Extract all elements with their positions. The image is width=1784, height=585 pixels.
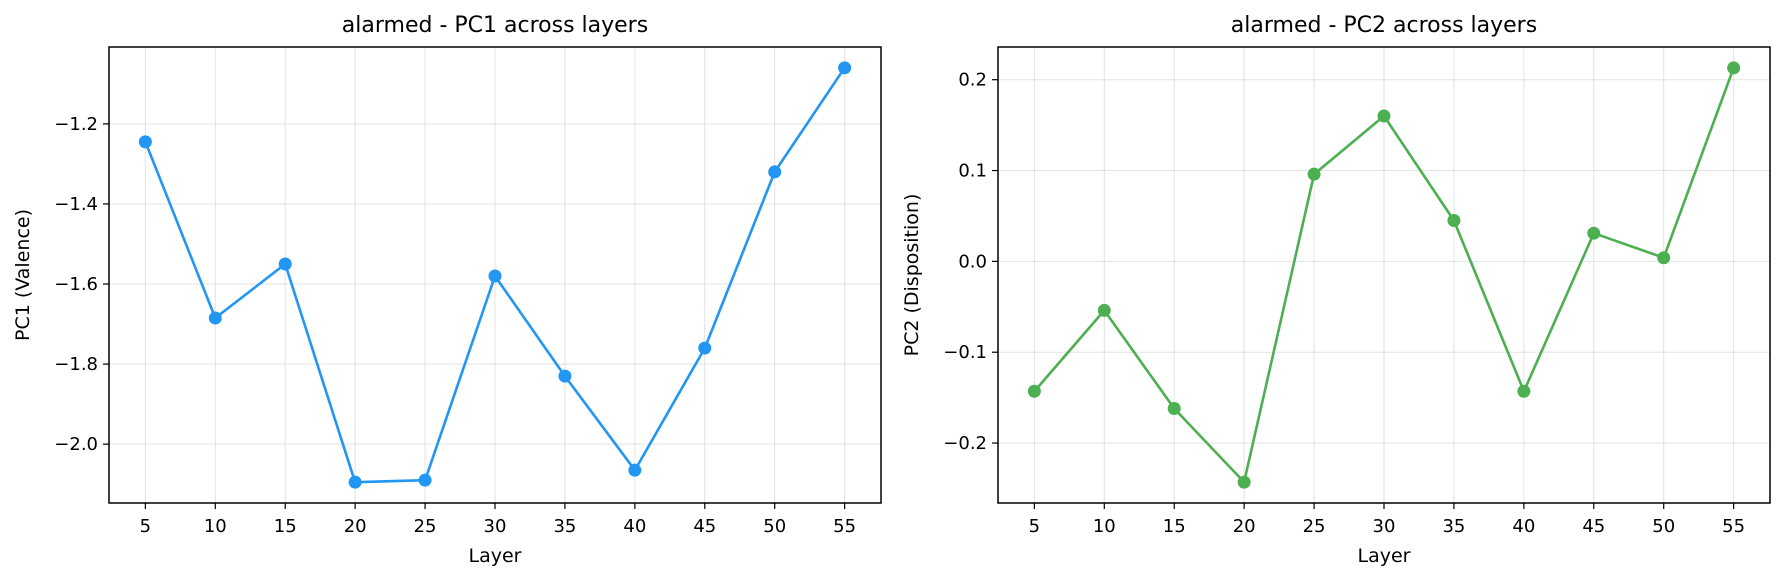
x-tick-label: 50	[763, 516, 786, 537]
data-point	[628, 463, 642, 477]
y-tick-label: −2.0	[54, 434, 98, 455]
data-point	[1097, 303, 1111, 317]
data-point	[768, 165, 782, 179]
data-point	[1517, 384, 1531, 398]
x-tick-label: 40	[1512, 516, 1535, 537]
data-point	[1307, 167, 1321, 181]
x-tick-label: 10	[1093, 516, 1116, 537]
y-tick-label: 0.0	[958, 251, 987, 272]
data-point	[278, 257, 292, 271]
data-point	[698, 341, 712, 355]
data-point	[1657, 251, 1671, 265]
x-tick-label: 35	[1442, 516, 1465, 537]
y-tick-label: 0.1	[958, 161, 987, 182]
x-tick-label: 15	[1163, 516, 1186, 537]
chart-title: alarmed - PC1 across layers	[342, 13, 648, 38]
data-point	[1167, 402, 1181, 416]
x-tick-label: 5	[140, 516, 151, 537]
y-axis-label: PC2 (Disposition)	[901, 194, 923, 357]
x-tick-label: 5	[1029, 516, 1040, 537]
y-tick-label: 0.2	[958, 70, 987, 91]
data-point	[488, 269, 502, 283]
y-tick-label: −1.8	[54, 354, 98, 375]
x-tick-label: 30	[1373, 516, 1396, 537]
data-point	[418, 473, 432, 487]
x-tick-label: 50	[1652, 516, 1675, 537]
x-axis-label: Layer	[1358, 545, 1411, 567]
x-tick-label: 20	[1233, 516, 1256, 537]
data-point	[1727, 61, 1741, 75]
data-point	[838, 61, 852, 75]
x-tick-label: 25	[1303, 516, 1326, 537]
grid	[998, 47, 1770, 503]
data-point	[1377, 109, 1391, 123]
x-tick-label: 55	[1722, 516, 1745, 537]
x-tick-label: 55	[833, 516, 856, 537]
x-tick-label: 45	[1582, 516, 1605, 537]
data-point	[138, 135, 152, 149]
y-tick-label: −1.4	[54, 194, 98, 215]
x-tick-label: 15	[274, 516, 297, 537]
x-tick-label: 30	[484, 516, 507, 537]
data-point	[1587, 226, 1601, 240]
x-tick-label: 35	[553, 516, 576, 537]
x-tick-label: 45	[693, 516, 716, 537]
y-tick-label: −1.2	[54, 114, 98, 135]
data-point	[1237, 475, 1251, 489]
x-tick-label: 10	[204, 516, 227, 537]
y-tick-label: −0.1	[943, 342, 987, 363]
x-tick-label: 40	[623, 516, 646, 537]
data-point	[348, 475, 362, 489]
chart-panel-pc2: 5 10 15 20 25 30 35 40 45 50 55 −0.2 −0.1 0.0 0.1 0.2 al…	[901, 13, 1771, 567]
chart-panel-pc1: 5 10 15 20 25 30 35 40 45 50 55 −2.0 −1.8 −1.6 −1.4 −1.…	[12, 13, 882, 567]
data-point	[1447, 213, 1461, 227]
data-point	[208, 311, 222, 325]
chart-title: alarmed - PC2 across layers	[1231, 13, 1537, 38]
y-tick-label: −1.6	[54, 274, 98, 295]
x-axis-label: Layer	[469, 545, 522, 567]
x-tick-label: 20	[344, 516, 367, 537]
y-axis-label: PC1 (Valence)	[12, 209, 34, 341]
y-tick-label: −0.2	[943, 433, 987, 454]
data-point	[1027, 384, 1041, 398]
x-tick-label: 25	[414, 516, 437, 537]
data-point	[558, 369, 572, 383]
